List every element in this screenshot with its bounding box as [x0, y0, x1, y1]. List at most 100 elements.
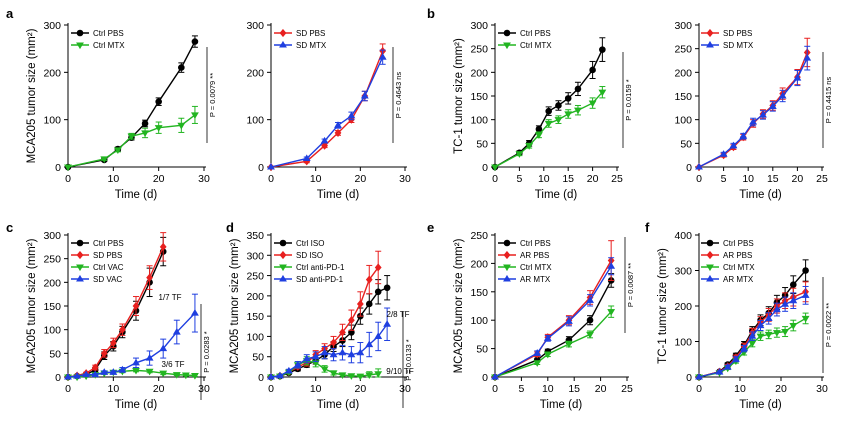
- p-value-label: P = 0.0133 *: [404, 339, 413, 380]
- y-tick-label: 0: [482, 372, 488, 384]
- y-tick-label: 300: [246, 250, 264, 262]
- data-point: [100, 156, 109, 164]
- x-tick-label: 0: [696, 383, 702, 395]
- legend-marker: [76, 264, 84, 272]
- p-value-label: P = 0.0283 *: [202, 331, 211, 372]
- data-point: [588, 100, 597, 108]
- data-point: [564, 95, 572, 102]
- legend-entry: SD PBS: [701, 28, 752, 38]
- data-point: [302, 154, 311, 162]
- series-line: [494, 280, 612, 378]
- legend-label: SD ISO: [296, 251, 323, 260]
- series-ctrl-mtx: [695, 312, 810, 382]
- data-point: [329, 370, 338, 378]
- series-ar-pbs: [491, 240, 615, 382]
- x-tick-label: 5: [721, 173, 727, 185]
- data-point: [555, 102, 562, 109]
- data-point: [533, 349, 542, 356]
- data-point: [100, 368, 109, 375]
- y-tick-label: 200: [674, 67, 692, 79]
- y-tick-label: 250: [674, 44, 692, 56]
- data-point: [334, 121, 342, 128]
- data-point: [347, 111, 356, 119]
- series-line: [494, 260, 612, 378]
- annotation-text: 3/6 TF: [162, 360, 185, 369]
- x-tick-label: 10: [107, 173, 119, 185]
- annotation-text: 9/10 TF: [386, 367, 414, 376]
- data-point: [276, 371, 284, 379]
- y-axis-label: MCA205 tumor size (mm²): [229, 238, 241, 373]
- data-point: [64, 372, 72, 380]
- data-point: [803, 54, 812, 61]
- x-tick-label: 0: [65, 173, 71, 185]
- data-point: [118, 365, 127, 373]
- series-sd-vac: [64, 293, 199, 380]
- data-point: [802, 267, 809, 274]
- data-point: [759, 110, 767, 118]
- y-tick-label: 150: [674, 91, 692, 103]
- x-tick-label: 20: [775, 383, 787, 395]
- data-point: [321, 141, 328, 150]
- data-point: [801, 291, 810, 298]
- y-axis-label: MCA205 tumor size (mm²): [26, 28, 38, 163]
- y-tick-label: 0: [258, 162, 264, 174]
- data-point: [749, 117, 758, 125]
- legend-marker: [706, 40, 714, 48]
- legend-entry: AR MTX: [701, 274, 754, 284]
- data-point: [768, 102, 777, 109]
- data-point: [723, 362, 732, 370]
- series-line: [494, 91, 603, 168]
- x-tick-label: 20: [153, 173, 165, 185]
- x-axis-label: Time (d): [540, 399, 583, 411]
- legend-label: SD VAC: [93, 275, 122, 284]
- x-axis-label: Time (d): [535, 189, 578, 201]
- legend-entry: Ctrl PBS: [71, 239, 124, 248]
- data-point: [695, 372, 703, 380]
- legend-label: Ctrl PBS: [93, 239, 124, 248]
- legend-marker: [503, 42, 511, 50]
- x-tick-label: 30: [198, 383, 210, 395]
- p-value-label: P = 0.4415 ns: [824, 77, 833, 124]
- x-tick-label: 25: [621, 383, 633, 395]
- data-point: [715, 367, 724, 375]
- data-point: [789, 281, 797, 289]
- legend-marker: [279, 239, 287, 247]
- legend-marker: [76, 239, 84, 247]
- x-tick-label: 10: [107, 383, 119, 395]
- data-point: [132, 301, 140, 311]
- y-tick-label: 150: [470, 287, 488, 299]
- x-tick-label: 5: [516, 173, 522, 185]
- legend-entry: SD anti-PD-1: [274, 274, 344, 284]
- legend-label: Ctrl anti-PD-1: [296, 263, 345, 272]
- data-point: [599, 46, 606, 53]
- data-point: [320, 136, 329, 144]
- x-axis-label: Time (d): [115, 399, 158, 411]
- x-tick-label: 15: [767, 173, 779, 185]
- legend-marker: [503, 274, 511, 282]
- y-tick-label: 100: [246, 331, 264, 343]
- y-axis-label: TC-1 tumor size (mm²): [657, 248, 669, 364]
- data-point: [772, 305, 781, 313]
- y-tick-label: 350: [246, 230, 264, 242]
- legend-label: SD PBS: [93, 251, 122, 260]
- y-tick-label: 100: [43, 115, 61, 127]
- data-point: [801, 315, 810, 323]
- y-tick-label: 150: [470, 91, 488, 103]
- x-tick-label: 10: [538, 173, 550, 185]
- data-point: [339, 328, 346, 337]
- data-point: [73, 371, 81, 379]
- legend-entry: Ctrl MTX: [701, 263, 755, 272]
- data-point: [132, 358, 140, 366]
- p-value-label: P = 0.0079 **: [208, 73, 217, 117]
- y-tick-label: 0: [686, 372, 692, 384]
- y-tick-label: 100: [470, 315, 488, 327]
- y-axis-label: MCA205 tumor size (mm²): [453, 238, 465, 373]
- data-point: [378, 53, 387, 60]
- x-tick-label: 0: [492, 173, 498, 185]
- y-axis-label: MCA205 tumor size (mm²): [26, 238, 38, 373]
- legend-marker: [279, 274, 287, 282]
- legend-marker: [706, 28, 714, 38]
